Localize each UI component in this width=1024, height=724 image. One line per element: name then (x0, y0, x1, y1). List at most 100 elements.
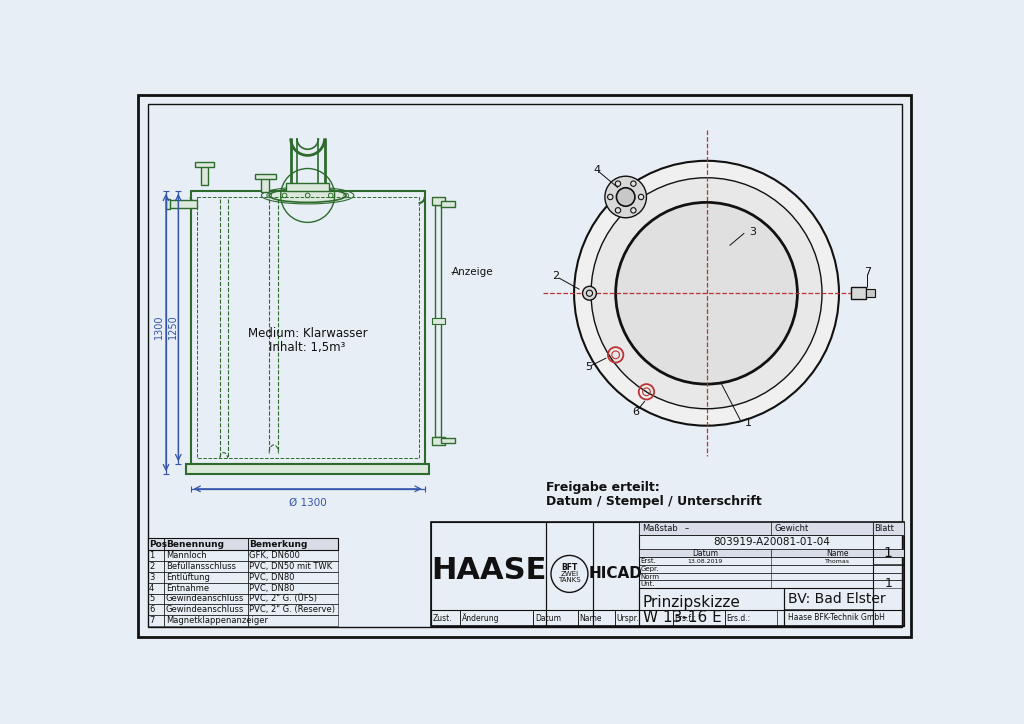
Bar (639, 535, 903, 549)
Bar (431, 522, 903, 626)
Bar (872, 522, 903, 626)
Bar (639, 581, 903, 588)
Bar (168, 200, 197, 208)
Bar (147, 561, 165, 572)
Text: 1250: 1250 (168, 315, 177, 340)
Bar (165, 550, 248, 561)
Text: PVC, DN80: PVC, DN80 (249, 584, 295, 593)
Bar (166, 198, 170, 209)
Text: Prinzipskizze: Prinzipskizze (643, 594, 740, 610)
Bar (866, 290, 876, 297)
Text: HAASE: HAASE (431, 555, 546, 584)
Bar (639, 522, 903, 535)
Bar (255, 174, 276, 179)
Bar (248, 594, 339, 605)
Bar (578, 610, 614, 626)
Text: 4: 4 (150, 584, 155, 593)
Text: Mannloch: Mannloch (166, 551, 207, 560)
Text: 7: 7 (150, 616, 155, 625)
Bar (201, 165, 208, 185)
Bar (248, 583, 339, 594)
Bar (460, 610, 534, 626)
Bar (165, 605, 248, 615)
Text: 7: 7 (864, 266, 871, 277)
Bar (147, 572, 165, 583)
Text: 803919-A20081-01-04: 803919-A20081-01-04 (713, 537, 829, 547)
Text: Haase BFK-Technik GmbH: Haase BFK-Technik GmbH (787, 613, 885, 622)
Bar (190, 191, 425, 464)
Text: 6: 6 (633, 407, 640, 417)
Circle shape (574, 161, 839, 426)
Bar (432, 318, 444, 324)
Text: Inhalt: 1,5m³: Inhalt: 1,5m³ (269, 340, 346, 353)
Text: 1300: 1300 (154, 315, 164, 340)
Circle shape (605, 176, 646, 218)
Text: Name: Name (580, 614, 602, 623)
Bar (147, 594, 165, 605)
Bar (547, 522, 593, 626)
Bar (784, 588, 872, 626)
Text: Bemerkung: Bemerkung (249, 540, 307, 549)
Bar (851, 287, 866, 300)
Text: PVC, DN80: PVC, DN80 (249, 573, 295, 582)
Bar (165, 561, 248, 572)
Text: Gepr.: Gepr. (640, 566, 658, 572)
Bar (639, 565, 903, 573)
Text: Ers.d.:: Ers.d.: (727, 614, 751, 623)
Bar (673, 610, 725, 626)
Bar (431, 610, 903, 626)
Text: Datum: Datum (535, 614, 561, 623)
Text: 5: 5 (150, 594, 155, 603)
Bar (248, 561, 339, 572)
Text: Benennung: Benennung (166, 540, 224, 549)
Text: 3: 3 (749, 227, 756, 237)
Circle shape (631, 208, 636, 213)
Circle shape (615, 208, 621, 213)
Text: Gewindeanschluss: Gewindeanschluss (166, 594, 245, 603)
Bar (784, 609, 872, 626)
Text: Gewindeanschluss: Gewindeanschluss (166, 605, 245, 614)
Text: 1: 1 (885, 577, 892, 590)
Bar (441, 201, 455, 207)
Text: 2: 2 (553, 272, 560, 282)
Bar (725, 610, 777, 626)
Text: Norm: Norm (640, 573, 659, 580)
Text: TANKS: TANKS (558, 577, 581, 583)
Bar (248, 615, 339, 626)
Text: Ø 1300: Ø 1300 (289, 498, 327, 508)
Text: PVC, DN50 mit TWK: PVC, DN50 mit TWK (249, 562, 332, 571)
Circle shape (638, 194, 644, 200)
Bar (186, 464, 429, 474)
Bar (261, 175, 269, 193)
Circle shape (615, 181, 621, 186)
Bar (432, 437, 444, 445)
Text: 5: 5 (585, 362, 592, 372)
Circle shape (631, 181, 636, 186)
Bar (435, 205, 441, 437)
Bar (147, 550, 165, 561)
Bar (197, 197, 419, 458)
Text: Entlüftung: Entlüftung (166, 573, 210, 582)
Text: Medium: Klarwasser: Medium: Klarwasser (248, 327, 368, 340)
Text: Freigabe erteilt:: Freigabe erteilt: (547, 481, 660, 494)
Bar (165, 538, 248, 550)
Text: Ers.f.:: Ers.f.: (674, 614, 695, 623)
FancyBboxPatch shape (680, 237, 741, 269)
Text: HICAD: HICAD (589, 566, 643, 581)
Text: Maßstab: Maßstab (642, 524, 678, 533)
Text: BFT: BFT (561, 563, 578, 572)
Text: Datum / Stempel / Unterschrift: Datum / Stempel / Unterschrift (547, 494, 762, 508)
Text: –: – (685, 524, 689, 533)
Bar (639, 557, 903, 565)
Text: PVC, 2" G. (ÜFS): PVC, 2" G. (ÜFS) (249, 594, 317, 603)
Bar (614, 610, 673, 626)
Text: Gewicht: Gewicht (774, 524, 809, 533)
Bar (165, 594, 248, 605)
Text: 3: 3 (150, 573, 155, 582)
Text: 1: 1 (884, 546, 893, 560)
Text: 1: 1 (150, 551, 155, 560)
Bar (248, 572, 339, 583)
Bar (196, 161, 214, 167)
Bar (248, 538, 339, 550)
Bar (593, 522, 639, 626)
